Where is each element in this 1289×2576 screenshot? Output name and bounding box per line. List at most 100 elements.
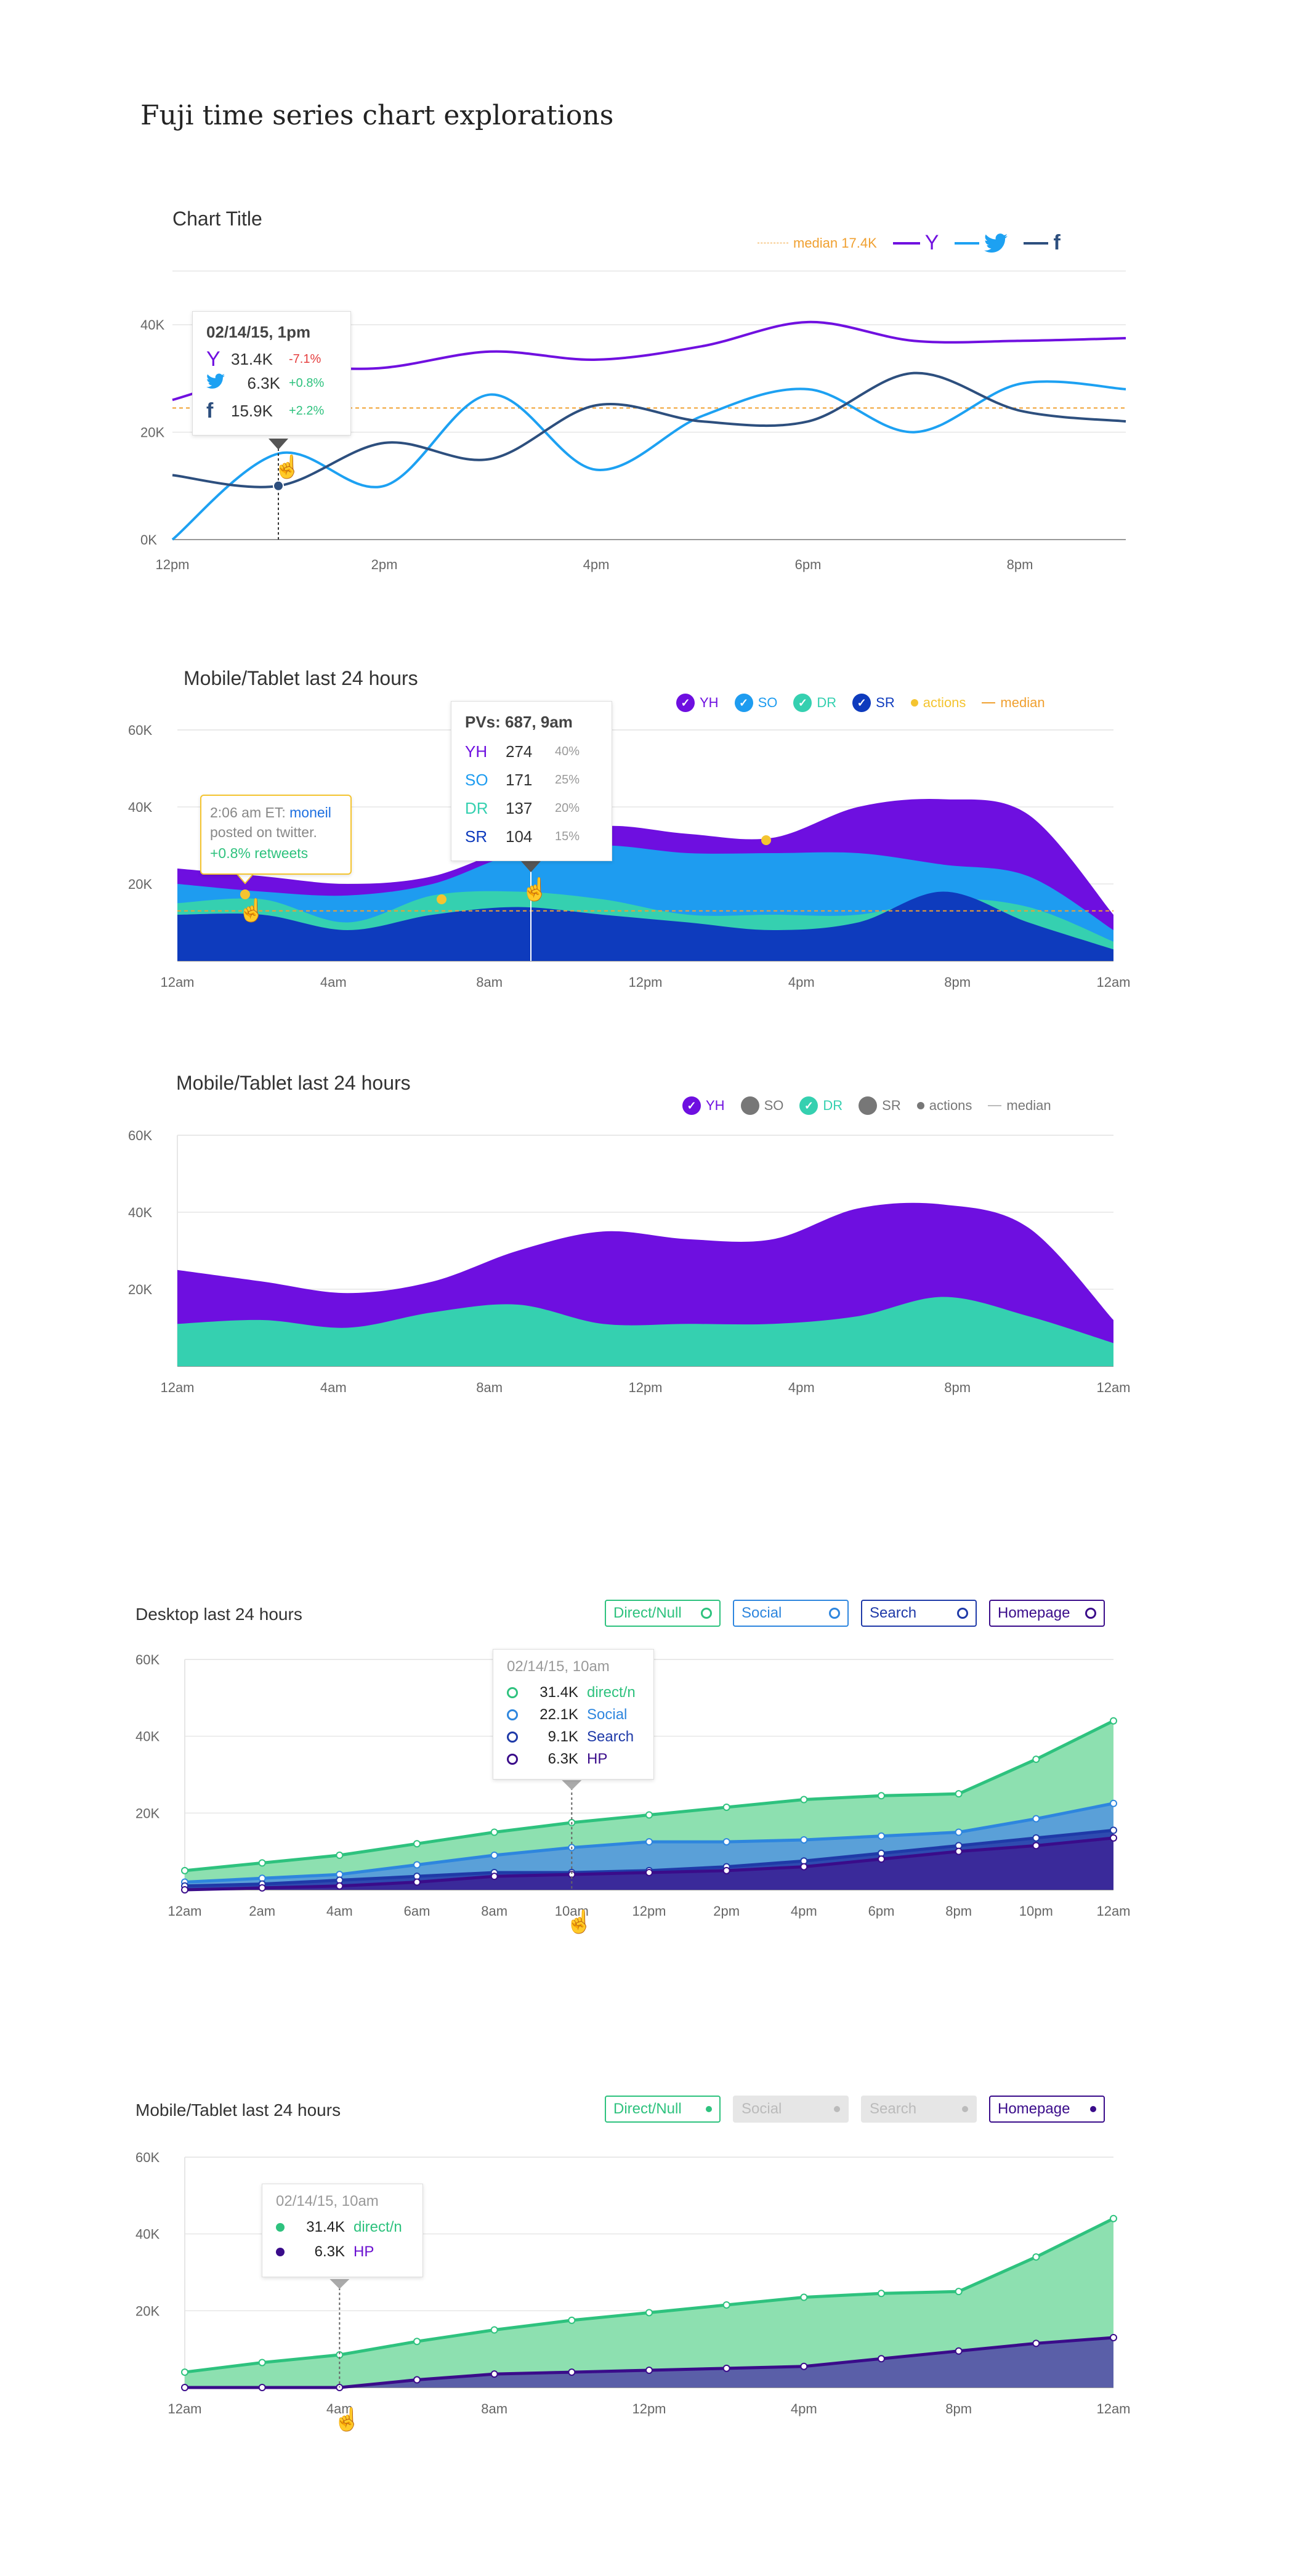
- legend-label: YH: [706, 1098, 725, 1113]
- series-ring-icon: [507, 1732, 518, 1743]
- chart-1-panel: Chart Title median 17.4K Y f 0K 20K 40K 12p…: [0, 0, 1289, 616]
- hand-cursor-icon: ☝: [565, 1908, 593, 1935]
- x-tick-label: 12am: [1096, 1903, 1130, 1919]
- chart-1-tooltip: 02/14/15, 1pm Y 31.4K -7.1% 6.3K +0.8% f…: [192, 311, 351, 435]
- tooltip-value: 6.3K: [247, 374, 281, 392]
- legend-median[interactable]: median: [988, 1098, 1051, 1114]
- annotation-time: 2:06 am ET:: [210, 804, 286, 820]
- data-point: [878, 1792, 885, 1800]
- data-point: [722, 2364, 730, 2372]
- y-tick-label: 0K: [140, 532, 157, 548]
- hand-cursor-icon: ☝: [238, 897, 265, 923]
- legend-sr[interactable]: SR: [859, 1096, 901, 1115]
- tooltip-label: direct/n: [587, 1684, 636, 1701]
- tooltip-label: YH: [465, 742, 488, 761]
- x-tick-label: 12am: [160, 974, 194, 990]
- chart-5-tooltip: 02/14/15, 10am 31.4K direct/n 6.3K HP: [262, 2184, 423, 2277]
- annotation-text: posted on twitter.: [210, 824, 317, 840]
- tooltip-pointer: [562, 1780, 582, 1790]
- legend-sr[interactable]: ✓ SR: [852, 694, 895, 712]
- legend-yh[interactable]: ✓ YH: [676, 694, 719, 712]
- filter-pill-homepage[interactable]: Homepage: [989, 1600, 1105, 1627]
- toggle-dot-icon: [962, 2106, 968, 2112]
- legend-so[interactable]: ✓ SO: [734, 694, 777, 712]
- tooltip-label: Social: [587, 1706, 628, 1723]
- data-point: [413, 1861, 421, 1869]
- toggle-dot-icon: [706, 2106, 712, 2112]
- tooltip-value: 137: [506, 799, 533, 817]
- toggle-dot-icon: [1090, 2106, 1096, 2112]
- area-dr: [177, 1297, 1113, 1366]
- x-tick-label: 6pm: [795, 557, 822, 572]
- x-tick-label: 12am: [1096, 974, 1130, 990]
- data-point: [490, 1873, 498, 1881]
- data-point: [645, 1811, 653, 1819]
- filter-pill-search[interactable]: Search: [861, 2096, 977, 2123]
- x-tick-label: 6pm: [868, 1903, 895, 1919]
- legend-dr[interactable]: ✓ DR: [799, 1096, 842, 1115]
- chart-3-plot: 20K 40K 60K 12am 4am 8am 12pm 4pm 8pm 12am: [128, 1128, 1131, 1395]
- data-point: [1110, 1717, 1117, 1725]
- legend-dr[interactable]: ✓ DR: [793, 694, 836, 712]
- data-point: [955, 2347, 963, 2355]
- legend-yh[interactable]: ✓ YH: [682, 1096, 725, 1115]
- tooltip-label: HP: [354, 2243, 374, 2260]
- data-point: [645, 1838, 653, 1846]
- chart-4-title: Desktop last 24 hours: [135, 1605, 302, 1624]
- legend-yahoo[interactable]: Y: [892, 231, 939, 255]
- legend-twitter[interactable]: [955, 233, 1008, 253]
- data-point: [645, 2366, 653, 2374]
- data-point: [722, 1866, 730, 1874]
- actions-dot-icon: [910, 699, 918, 707]
- legend-median[interactable]: median 17.4K: [758, 235, 877, 251]
- legend-median[interactable]: median: [982, 695, 1045, 711]
- data-point: [645, 1868, 653, 1876]
- chart-3-legend: ✓ YH SO ✓ DR SR actions median: [682, 1096, 1051, 1115]
- filter-pill-social[interactable]: Social: [733, 2096, 849, 2123]
- chart-1-plot: 0K 20K 40K 12pm 2pm 4pm 6pm 8pm ☝: [140, 270, 1126, 572]
- legend-so[interactable]: SO: [740, 1096, 783, 1115]
- data-point: [1110, 2214, 1117, 2222]
- filter-pill-homepage[interactable]: Homepage: [989, 2096, 1105, 2123]
- data-point: [258, 1859, 266, 1867]
- data-point: [1110, 1826, 1117, 1834]
- tooltip-row-facebook: f 15.9K +2.2%: [206, 399, 324, 423]
- filter-pill-social[interactable]: Social: [733, 1600, 849, 1627]
- y-tick-label: 60K: [128, 723, 152, 738]
- legend-actions[interactable]: actions: [910, 695, 966, 711]
- tooltip-value: 31.4K: [306, 2219, 345, 2235]
- legend-actions[interactable]: actions: [916, 1098, 972, 1114]
- filter-pill-search[interactable]: Search: [861, 1600, 977, 1627]
- tooltip-pointer: [329, 2279, 350, 2289]
- filter-pill-directnull[interactable]: Direct/Null: [605, 1600, 721, 1627]
- data-point: [568, 2368, 576, 2376]
- hover-point: [273, 480, 284, 492]
- data-point: [258, 1884, 266, 1892]
- series-ring-icon: [507, 1754, 518, 1765]
- toggle-ring-icon: [829, 1608, 840, 1619]
- tooltip-value: 6.3K: [314, 2243, 345, 2260]
- data-point: [490, 1851, 498, 1859]
- data-point: [336, 1851, 344, 1859]
- pill-label: Homepage: [998, 1605, 1070, 1621]
- tooltip-header: 02/14/15, 10am: [507, 1658, 610, 1675]
- pill-label: Search: [870, 2100, 917, 2117]
- area-homepage: [185, 1837, 1113, 1890]
- toggle-ring-icon: [701, 1608, 712, 1619]
- x-tick-label: 12am: [168, 2401, 201, 2416]
- x-tick-label: 8am: [476, 1380, 503, 1395]
- x-tick-label: 2pm: [713, 1903, 740, 1919]
- y-tick-label: 40K: [128, 1205, 152, 1220]
- data-point: [413, 1840, 421, 1848]
- filter-pill-directnull[interactable]: Direct/Null: [605, 2096, 721, 2123]
- chart-5-title: Mobile/Tablet last 24 hours: [135, 2100, 341, 2120]
- tooltip-pct: 20%: [555, 801, 580, 815]
- x-tick-label: 8pm: [945, 2401, 972, 2416]
- x-tick-label: 8am: [481, 2401, 507, 2416]
- annotation-user-link[interactable]: moneil: [289, 804, 331, 820]
- x-tick-label: 12pm: [632, 1903, 666, 1919]
- annotation-tooltip: 2:06 am ET: moneil posted on twitter. +0…: [200, 795, 352, 875]
- legend-facebook[interactable]: f: [1024, 231, 1061, 255]
- data-point: [336, 1882, 344, 1890]
